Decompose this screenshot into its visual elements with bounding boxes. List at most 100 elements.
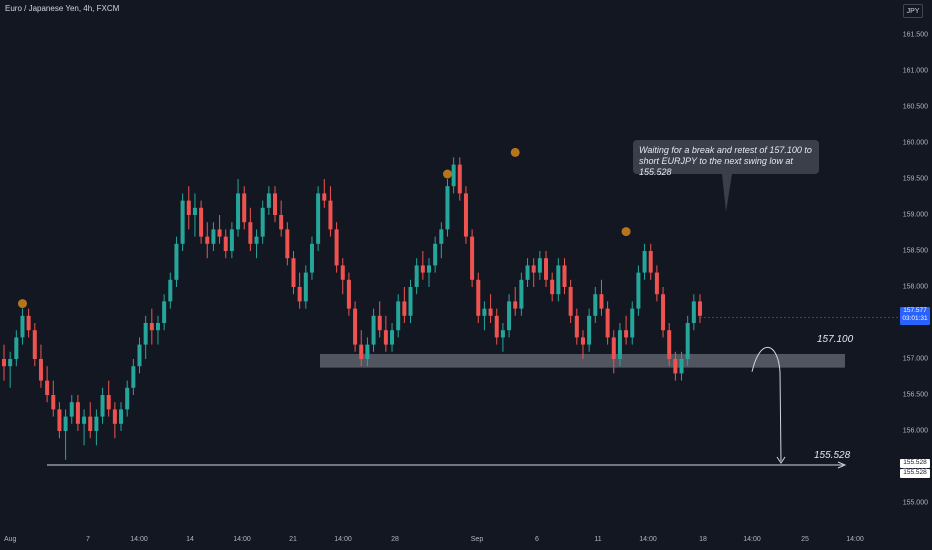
candle-body <box>433 243 438 266</box>
candle-body <box>550 279 555 295</box>
candle-body <box>291 258 296 287</box>
chart-title: Euro / Japanese Yen, 4h, FXCM <box>5 4 120 13</box>
candle-body <box>377 315 382 331</box>
projection-path <box>751 346 782 461</box>
y-tick-label: 159.500 <box>902 175 928 183</box>
swing-high-marker <box>510 147 520 157</box>
candle-body <box>580 337 585 345</box>
candle-body <box>57 409 62 431</box>
candle-body <box>359 344 364 359</box>
candle-body <box>112 409 117 424</box>
candle-body <box>211 229 216 244</box>
y-tick-label: 160.000 <box>902 139 928 147</box>
currency-button[interactable]: JPY <box>903 4 923 18</box>
candle-body <box>568 287 573 316</box>
candle-body <box>439 229 444 244</box>
candle-body <box>593 294 598 316</box>
candle-body <box>242 193 247 223</box>
candle-body <box>544 258 549 280</box>
candle-body <box>192 207 197 215</box>
candle-body <box>297 287 302 302</box>
candle-body <box>463 193 468 237</box>
candle-body <box>494 315 499 338</box>
candle-body <box>223 236 228 251</box>
candle-body <box>574 315 579 338</box>
candle-body <box>691 301 696 323</box>
candle-body <box>174 243 179 280</box>
x-tick-label: Sep <box>470 536 484 543</box>
candle-body <box>125 387 130 410</box>
candle-body <box>94 416 99 431</box>
candle-body <box>488 308 493 316</box>
x-tick-label: 7 <box>86 536 90 543</box>
candle-body <box>180 200 185 244</box>
candle-body <box>279 215 284 230</box>
x-tick-label: 25 <box>801 536 809 543</box>
x-tick-label: 28 <box>391 536 399 543</box>
candle-body <box>82 416 87 424</box>
candle-body <box>611 337 616 359</box>
projection-arrowhead <box>776 456 786 464</box>
candle-body <box>420 265 425 273</box>
target-price-tag-b: 155.528 <box>900 469 930 478</box>
trade-annotation: Waiting for a break and retest of 157.10… <box>633 140 819 177</box>
candle-body <box>537 258 542 273</box>
candle-body <box>88 416 93 431</box>
x-tick-label: 14:00 <box>130 536 148 543</box>
candle-body <box>679 359 684 374</box>
y-tick-label: 161.500 <box>902 31 928 39</box>
candle-body <box>38 359 43 381</box>
candle-body <box>673 359 678 374</box>
candle-body <box>353 308 358 345</box>
candle-body <box>2 359 6 367</box>
x-tick-label: 14:00 <box>846 536 864 543</box>
y-tick-label: 156.000 <box>902 427 928 435</box>
current-price-value: 157.577 <box>903 307 927 314</box>
candle-body <box>162 301 167 323</box>
candle-body <box>624 330 629 338</box>
candle-body <box>525 265 530 280</box>
candle-body <box>32 330 37 359</box>
candle-body <box>168 279 173 302</box>
candle-body <box>149 323 154 331</box>
y-tick-label: 160.500 <box>902 103 928 111</box>
swing-high-marker <box>17 299 27 309</box>
candle-body <box>199 207 204 237</box>
x-tick-label: 21 <box>289 536 297 543</box>
candle-body <box>143 323 148 345</box>
x-tick-label: 11 <box>594 536 602 543</box>
candle-body <box>303 272 308 302</box>
candle-body <box>273 193 278 215</box>
candle-body <box>63 416 68 431</box>
candle-body <box>14 337 19 359</box>
resistance-zone <box>320 353 845 368</box>
candle-body <box>371 315 376 345</box>
candle-body <box>340 265 345 280</box>
y-tick-label: 159.000 <box>902 211 928 219</box>
candle-body <box>396 301 401 331</box>
candle-body <box>316 193 321 244</box>
candle-body <box>20 315 25 338</box>
candle-body <box>513 301 518 309</box>
candle-body <box>562 265 567 287</box>
x-tick-label: 6 <box>535 536 539 543</box>
y-tick-label: 158.000 <box>902 283 928 291</box>
candle-body <box>519 279 524 309</box>
candle-body <box>636 272 641 309</box>
candle-body <box>445 186 450 230</box>
candles-layer <box>2 157 702 460</box>
candle-body <box>285 229 290 259</box>
x-tick-label: 14:00 <box>233 536 251 543</box>
candle-body <box>334 229 339 266</box>
candle-body <box>45 380 50 395</box>
x-tick-label: Aug <box>4 536 17 543</box>
candle-body <box>451 164 456 187</box>
candle-body <box>217 229 222 237</box>
annotation-line-1: Waiting for a break and retest of 157.10… <box>639 145 812 155</box>
candle-body <box>390 330 395 345</box>
target-level-label: 155.528 <box>814 450 851 461</box>
candle-countdown: 03:01:31 <box>902 315 928 322</box>
candle-body <box>642 251 647 273</box>
candle-body <box>119 409 124 424</box>
